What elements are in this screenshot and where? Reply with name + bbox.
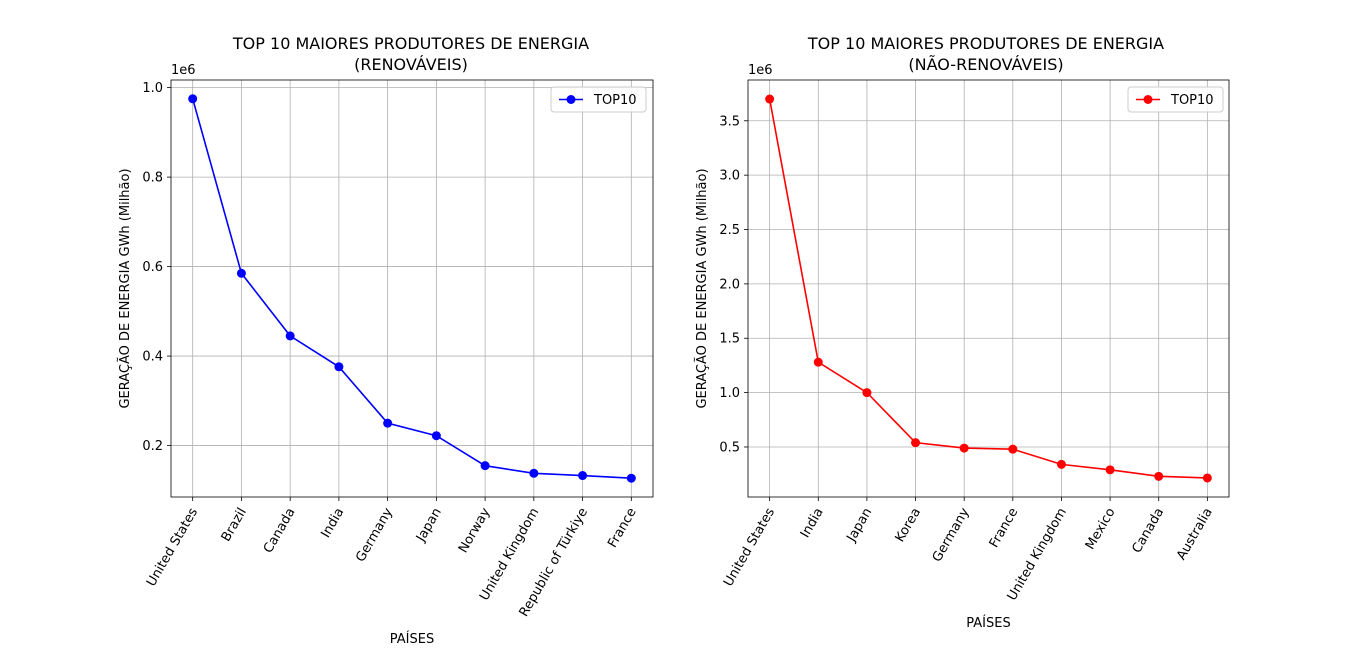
chart-2: United States India Japan Korea Germany Franc… (694, 34, 1230, 631)
series-line (768, 98, 1208, 479)
legend-marker (566, 95, 576, 104)
legend: TOP10 (550, 86, 647, 113)
data-point (765, 94, 775, 104)
y-tick-label: 1.0 (142, 81, 163, 96)
data-point (480, 461, 490, 471)
x-tick-label: Japan (413, 506, 445, 546)
x-axis-label: PAÍSES (966, 615, 1010, 631)
y-tick-label: 3.0 (719, 169, 740, 184)
y-tick-label: 0.4 (142, 350, 163, 365)
x-axis-label: PAÍSES (390, 631, 434, 647)
data-point (862, 388, 872, 398)
x-tick-label: India (318, 506, 347, 541)
x-tick-label: France (987, 506, 1022, 551)
legend-label: TOP10 (593, 93, 637, 108)
x-tick-label: France (605, 506, 640, 551)
y-tick-label: 3.5 (719, 114, 740, 129)
data-point (188, 94, 198, 104)
y-tick-label: 1.5 (719, 332, 740, 347)
data-point (1202, 473, 1212, 483)
y-tick-label: 0.6 (142, 260, 163, 275)
x-tick-label: Mexico (1083, 505, 1119, 552)
legend-marker (1143, 95, 1153, 104)
data-point (285, 331, 295, 341)
data-point (911, 438, 921, 448)
chart-title-line2: (RENOVÁVEIS) (354, 55, 468, 74)
x-tick-label: Norway (456, 505, 494, 555)
offset-text: 1e6 (171, 63, 196, 78)
data-point (431, 431, 441, 441)
x-tick-label: Canada (1129, 506, 1167, 556)
y-tick-label: 2.0 (719, 277, 740, 292)
y-tick-label: 0.5 (719, 440, 740, 455)
x-tick-label: Australia (1174, 506, 1216, 563)
data-point (1008, 444, 1018, 454)
x-tick-label: Germany (930, 505, 973, 565)
x-tick-label: Germany (353, 505, 396, 565)
y-tick-label: 0.8 (142, 171, 163, 186)
y-tick-label: 1.0 (719, 386, 740, 401)
y-tick-label: 0.2 (142, 439, 163, 454)
x-tick-label: United States (144, 505, 201, 589)
offset-text: 1e6 (748, 63, 773, 78)
legend-box (550, 86, 647, 113)
data-point (626, 473, 636, 483)
series-line (191, 98, 632, 480)
plot-frame (170, 79, 654, 498)
data-point (1105, 465, 1115, 475)
x-tick-label: United States (721, 505, 778, 589)
plot-frame (747, 79, 1230, 498)
data-point (1056, 459, 1066, 469)
legend: TOP10 (1127, 86, 1224, 113)
legend-box (1127, 86, 1224, 113)
data-point (959, 443, 969, 453)
data-point (813, 357, 823, 367)
chart-title-line2: (NÃO-RENOVÁVEIS) (908, 55, 1063, 74)
data-point (383, 418, 393, 428)
x-tick-label: India (798, 506, 827, 541)
y-tick-label: 2.5 (719, 223, 740, 238)
x-tick-label: Japan (844, 506, 876, 546)
x-tick-label: Korea (893, 506, 924, 545)
chart-title: TOP 10 MAIORES PRODUTORES DE ENERGIA (807, 34, 1164, 53)
chart-title: TOP 10 MAIORES PRODUTORES DE ENERGIA (232, 34, 589, 53)
y-axis-label: GERAÇÃO DE ENERGIA GWh (Milhão) (694, 168, 710, 408)
x-tick-label: Canada (261, 506, 299, 556)
data-point (578, 471, 588, 481)
data-point (236, 268, 246, 278)
data-point (334, 362, 344, 372)
y-axis-label: GERAÇÃO DE ENERGIA GWh (Milhão) (117, 168, 133, 408)
legend-label: TOP10 (1170, 93, 1214, 108)
x-tick-label: Brazil (219, 506, 250, 545)
chart-1: United States Brazil Canada India Germany Jap… (117, 34, 654, 647)
data-point (529, 468, 539, 478)
data-point (1154, 471, 1164, 481)
